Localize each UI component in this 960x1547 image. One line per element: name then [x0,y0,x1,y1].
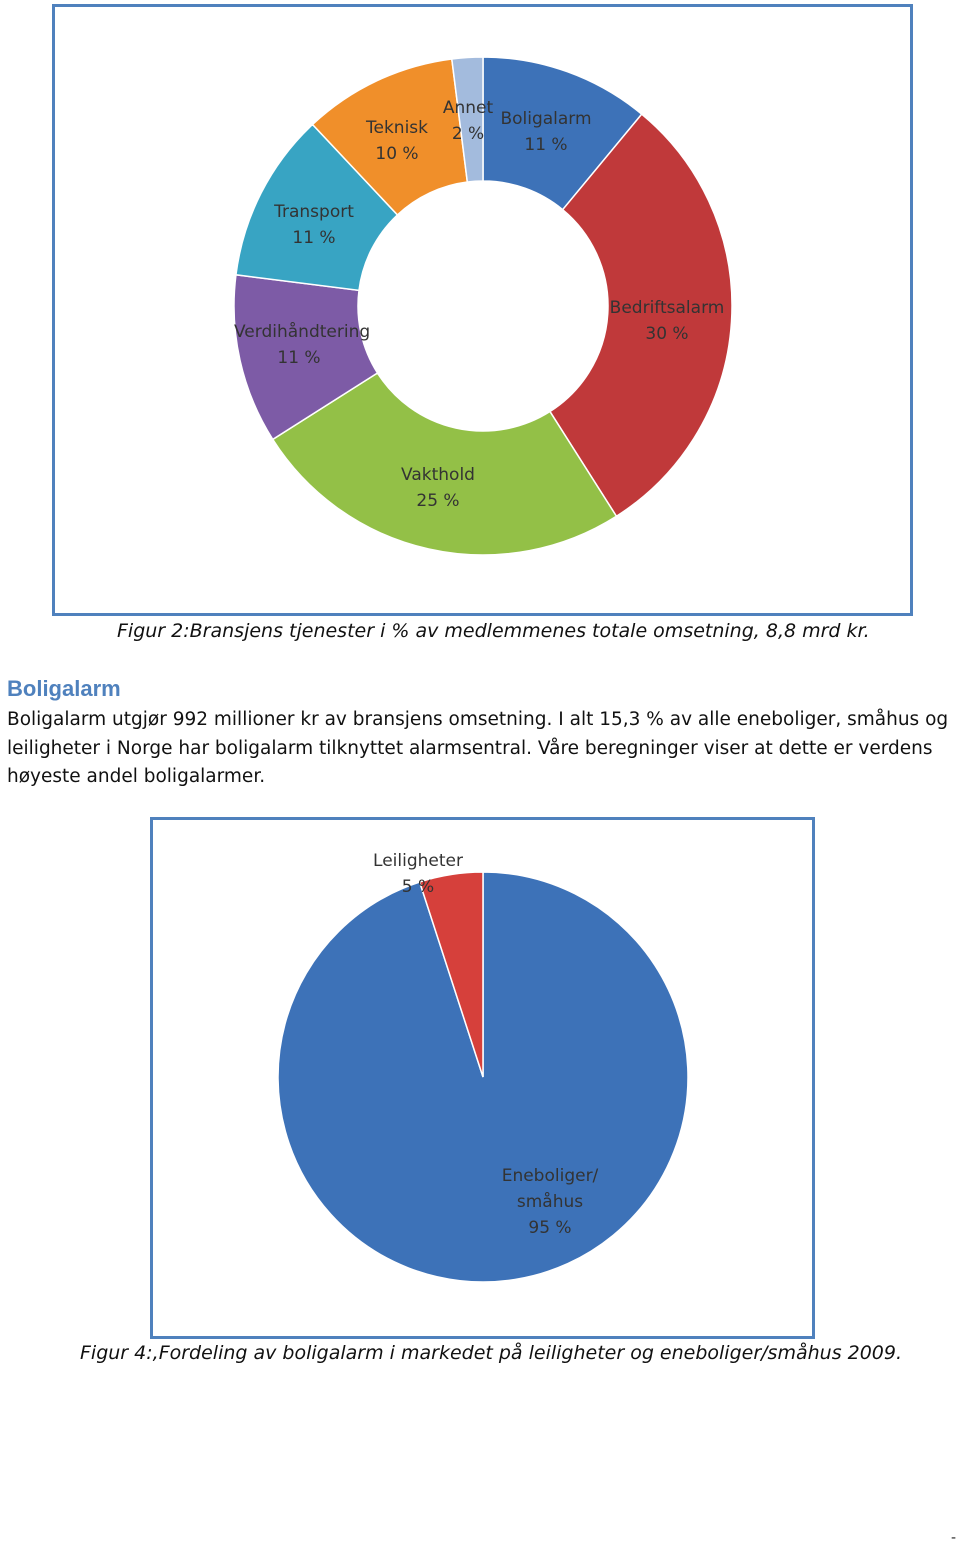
category-label: Eneboliger/ småhus [501,1166,599,1212]
category-label: Bedriftsalarm [609,298,725,318]
category-label: Leiligheter [373,851,463,871]
value-label: 30 % [645,324,689,344]
data-label: Eneboliger/ småhus 95 % [485,1163,615,1241]
data-label: Vakthold 25 % [401,462,475,514]
value-label: 2 % [451,124,485,144]
category-label: Annet [442,98,494,118]
paragraph: Boligalarm utgjør 992 millioner kr av br… [7,709,949,787]
slice [450,56,484,183]
slice [418,871,484,1078]
slice [271,371,618,556]
data-label: Verdihåndtering 11 % [234,319,371,371]
slice [548,113,733,518]
value-label: 11 % [524,135,568,155]
category-label: Verdihåndtering [234,322,371,342]
page-marker: - [950,1530,956,1546]
category-label: Boligalarm [500,109,592,129]
section-heading: Boligalarm [7,676,121,701]
data-label: Bedriftsalarm 30 % [610,295,725,347]
value-label: 5 % [401,877,435,897]
figure-caption: Figur 2:Bransjens tjenester i % av medle… [117,620,870,642]
data-label: Annet 2 % [443,95,493,147]
category-label: Teknisk [366,118,428,138]
data-label: Leiligheter 5 % [373,848,463,900]
figure-caption: Figur 4:,Fordeling av boligalarm i marke… [80,1342,903,1364]
data-label: Teknisk 10 % [366,115,428,167]
value-label: 25 % [416,491,460,511]
data-label: Transport 11 % [274,199,354,251]
value-label: 11 % [292,228,336,248]
category-label: Transport [274,202,354,222]
data-label: Boligalarm 11 % [500,106,591,158]
value-label: 11 % [277,348,321,368]
value-label: 95 % [528,1218,572,1238]
category-label: Vakthold [401,465,475,485]
value-label: 10 % [375,144,419,164]
